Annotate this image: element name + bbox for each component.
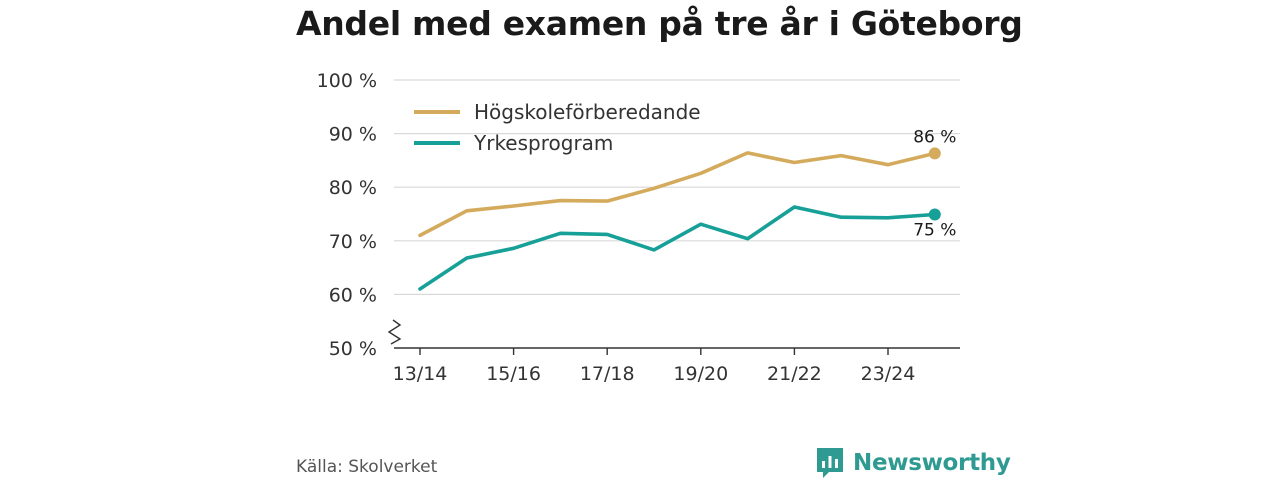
series-lines: 86 % 75 % [418,127,956,291]
y-tick-label: 100 % [317,70,377,92]
y-tick-label: 70 % [329,231,377,253]
x-tick-label: 13/14 [393,363,448,385]
y-tick-label: 50 % [329,338,377,360]
axis-break-icon [387,319,402,345]
x-axis: 13/14 15/16 17/18 19/20 21/22 23/24 [393,347,960,385]
series-end-label: 86 % [913,127,956,147]
brand-name: Newsworthy [853,450,1011,476]
chart-title: Andel med examen på tre år i Göteborg [296,4,1023,43]
line-chart: 50 % 60 % 70 % 80 % 90 % 100 % 13/14 15/16 17/1… [317,70,960,385]
legend: Högskoleförberedande Yrkesprogram [414,100,701,155]
x-tick-label: 17/18 [580,363,635,385]
legend-label: Högskoleförberedande [474,100,701,124]
series-end-point [928,208,941,221]
series-end-point [928,147,941,160]
series-end-label: 75 % [913,221,956,241]
source-text: Källa: Skolverket [296,457,438,477]
y-tick-label: 90 % [329,124,377,146]
x-tick-label: 15/16 [486,363,541,385]
x-tick-label: 19/20 [673,363,728,385]
series-line-hogskoleforberedande [418,151,937,238]
series-line-yrkesprogram [418,205,937,291]
legend-label: Yrkesprogram [473,131,613,155]
y-tick-label: 80 % [329,177,377,199]
y-axis: 50 % 60 % 70 % 80 % 90 % 100 % [317,70,402,360]
newsworthy-logo-icon [817,448,843,478]
brand-logo: Newsworthy [815,446,1011,480]
x-tick-label: 23/24 [861,363,916,385]
grid-lines [394,79,960,295]
y-tick-label: 60 % [329,284,377,306]
x-tick-label: 21/22 [767,363,822,385]
